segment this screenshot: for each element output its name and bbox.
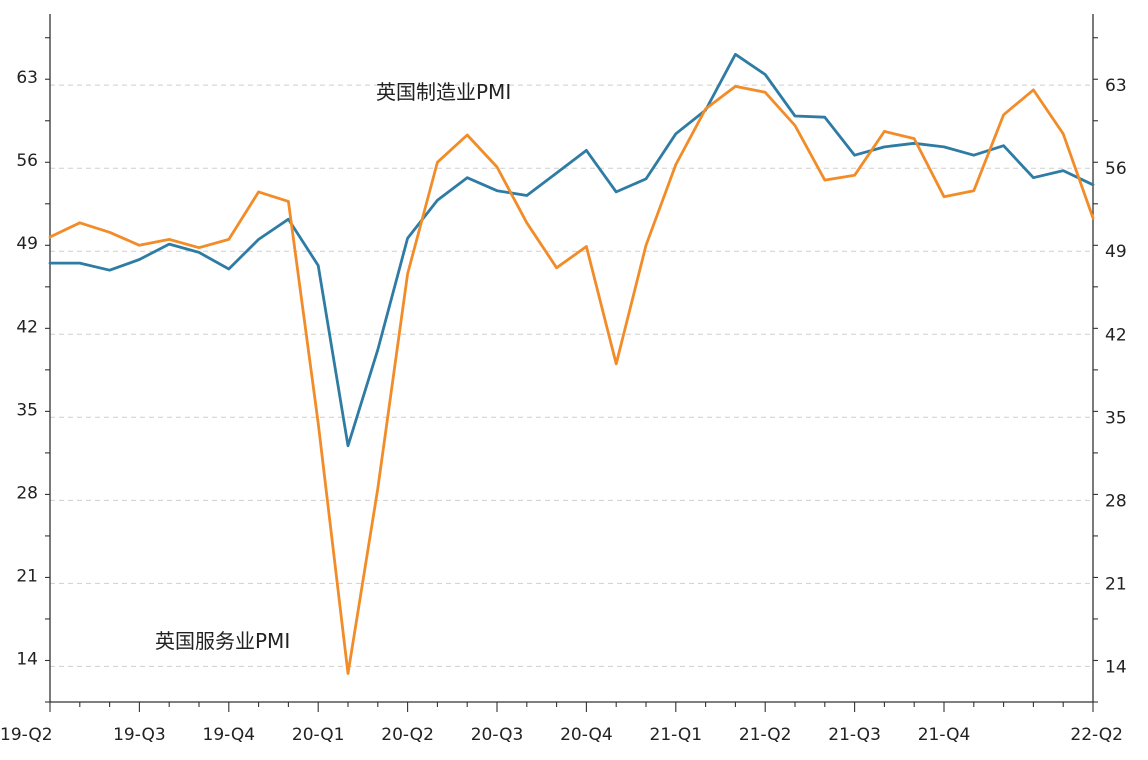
annotation-services-pmi: 英国服务业PMI: [155, 629, 290, 653]
grid-layer: [50, 84, 1093, 667]
y-tick-label-left: 42: [16, 317, 38, 337]
x-tick-label-22-Q2: 22-Q2: [1070, 725, 1123, 745]
x-tick-label-21-Q2: 21-Q2: [739, 725, 792, 745]
x-tick-label-19-Q2: 19-Q2: [0, 725, 53, 745]
y-tick-label-right: 42: [1105, 325, 1127, 345]
annotation-manufacturing-pmi: 英国制造业PMI: [376, 80, 511, 104]
annotation-layer: 英国制造业PMI 英国服务业PMI: [155, 80, 511, 653]
series-layer: [48, 52, 1095, 675]
y-tick-label-left: 49: [16, 234, 38, 254]
y-tick-label-right: 35: [1105, 408, 1127, 428]
y-tick-label-left: 35: [16, 400, 38, 420]
y-tick-label-left: 28: [16, 483, 38, 503]
y-tick-label-right: 14: [1105, 657, 1127, 677]
y-tick-label-right: 28: [1105, 491, 1127, 511]
series-line-services-pmi: [48, 85, 1095, 675]
y-tick-label-right: 63: [1105, 76, 1127, 96]
series-line-manufacturing-pmi: [48, 52, 1095, 448]
x-tick-label-20-Q2: 20-Q2: [381, 725, 434, 745]
y-tick-label-right: 21: [1105, 574, 1127, 594]
x-tick-label-20-Q3: 20-Q3: [471, 725, 524, 745]
y-tick-label-right: 56: [1105, 159, 1127, 179]
x-tick-label-19-Q4: 19-Q4: [203, 725, 256, 745]
y-tick-label-left: 56: [16, 151, 38, 171]
x-tick-label-21-Q3: 21-Q3: [828, 725, 881, 745]
x-tick-label-19-Q3: 19-Q3: [113, 725, 166, 745]
y-tick-label-left: 63: [16, 68, 38, 88]
y-tick-label-left: 21: [16, 566, 38, 586]
x-tick-label-21-Q4: 21-Q4: [918, 725, 971, 745]
y-tick-label-right: 49: [1105, 242, 1127, 262]
y-tick-label-left: 14: [16, 649, 38, 669]
axis-layer: 14 14 21 21 28 28 35 35 42 42 49 49 56 56 63 63 19-Q2 19-…: [0, 14, 1127, 745]
x-tick-label-20-Q1: 20-Q1: [292, 725, 345, 745]
x-tick-label-21-Q1: 21-Q1: [650, 725, 703, 745]
x-tick-label-20-Q4: 20-Q4: [560, 725, 613, 745]
